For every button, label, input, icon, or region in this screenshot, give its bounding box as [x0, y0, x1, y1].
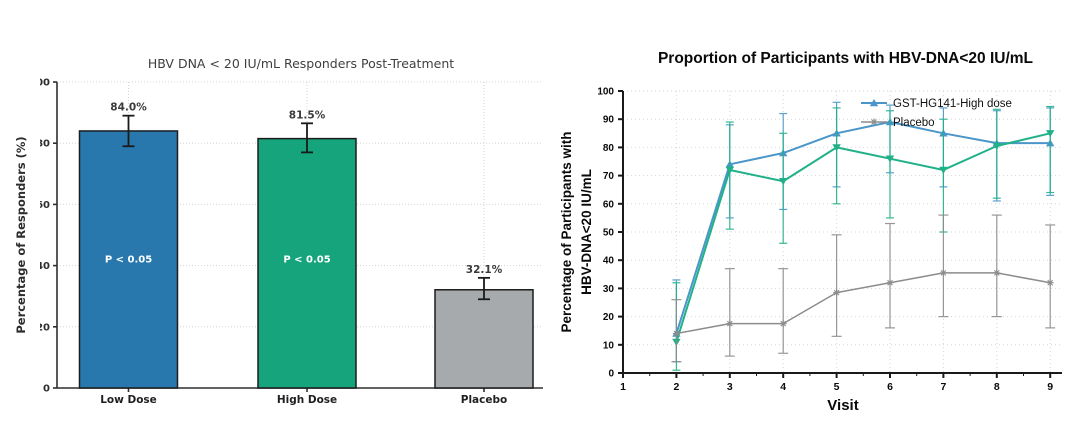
- y-tick-label: 0: [608, 369, 614, 380]
- bar-error-bar: [478, 276, 490, 301]
- marker-star: [870, 118, 878, 126]
- y-tick-label: 20: [603, 312, 615, 323]
- marker-triangle-down: [832, 144, 841, 152]
- x-tick-label: 7: [940, 381, 946, 393]
- marker-star: [779, 320, 787, 328]
- series-2-line: [676, 272, 1051, 335]
- line-chart-x-axis-label: Visit: [827, 397, 859, 414]
- marker-triangle-down: [1046, 130, 1055, 138]
- y-tick-label: 20: [40, 322, 50, 333]
- series-1-line: [675, 132, 1051, 343]
- marker-triangle-up: [869, 99, 879, 107]
- y-tick-label: 80: [40, 139, 50, 150]
- y-tick-label: 60: [40, 200, 50, 211]
- marker-star: [672, 330, 680, 338]
- x-tick-label: 1: [620, 381, 626, 393]
- y-tick-label: 10: [603, 340, 615, 351]
- marker-triangle-down: [992, 142, 1001, 150]
- bar-chart-y-axis-label: Percentage of Responders (%): [14, 136, 28, 334]
- bar-chart-plot: 0 20 40 60 80 100 84.0% P < 0.05 Low Dose 81.5% P …: [40, 78, 543, 406]
- bar-placebo: [434, 289, 534, 389]
- marker-star: [833, 289, 841, 297]
- p-value-annotation: P < 0.05: [105, 255, 152, 266]
- y-tick-label: 30: [603, 284, 615, 295]
- bar-low-dose: [78, 130, 179, 389]
- x-tick-label: 3: [727, 381, 733, 393]
- marker-triangle-down: [779, 178, 788, 186]
- line-x-minor-ticks: [649, 373, 1024, 376]
- bar-value-label: 32.1%: [466, 264, 503, 276]
- x-tick-label: 9: [1047, 381, 1053, 393]
- series-1-error-bars: [672, 105, 1055, 371]
- x-tick-label: Low Dose: [100, 394, 157, 406]
- legend-label: Placebo: [893, 117, 935, 129]
- legend: GST-HG141-High dose Placebo: [861, 98, 1012, 129]
- y-tick-label: 60: [603, 199, 615, 210]
- marker-star: [886, 279, 894, 287]
- x-tick-label: 4: [780, 381, 786, 393]
- bar-value-label: 81.5%: [289, 109, 326, 121]
- x-tick-label: 6: [887, 381, 893, 393]
- marker-triangle-down: [885, 155, 895, 163]
- x-tick-label: Placebo: [461, 394, 507, 406]
- bar-error-bar: [122, 114, 135, 148]
- y-tick-label: 0: [43, 384, 50, 395]
- bar-value-label: 84.0%: [110, 102, 147, 114]
- marker-star: [1046, 279, 1054, 287]
- bar-chart-title: HBV DNA < 20 IU/mL Responders Post-Treat…: [147, 56, 455, 71]
- x-tick-label: 5: [834, 381, 840, 393]
- x-tick-label: 2: [673, 381, 679, 393]
- y-tick-label: 50: [603, 228, 615, 239]
- marker-triangle-down: [939, 166, 948, 174]
- line-axes: [618, 90, 1062, 378]
- line-chart-title: Proportion of Participants with HBV-DNA<…: [657, 50, 1034, 67]
- series-2-error-bars: [671, 214, 1056, 363]
- line-chart-plot: 0 10 20 30 40 50 60 70 80 90 100 1 2 3 4 5 6 7 8 9 GST-HG141…: [597, 87, 1062, 393]
- y-tick-label: 100: [597, 87, 614, 98]
- x-tick-label: High Dose: [277, 394, 337, 406]
- bar-y-tick-labels: 0 20 40 60 80 100: [40, 78, 50, 395]
- y-tick-label: 40: [40, 261, 50, 272]
- marker-star: [726, 320, 734, 328]
- bar-high-dose: [257, 137, 357, 389]
- line-x-tick-labels: 1 2 3 4 5 6 7 8 9: [620, 381, 1053, 393]
- series-0-line: [675, 121, 1051, 334]
- bar-error-bar: [301, 122, 313, 154]
- y-tick-label: 70: [603, 171, 615, 182]
- y-tick-label: 80: [603, 143, 615, 154]
- p-value-annotation: P < 0.05: [283, 255, 330, 266]
- y-tick-label: 90: [603, 115, 615, 126]
- marker-star: [939, 269, 947, 277]
- x-tick-label: 8: [994, 381, 1000, 393]
- y-tick-label: 40: [603, 256, 615, 267]
- legend-label: GST-HG141-High dose: [893, 98, 1012, 110]
- marker-triangle-down: [725, 166, 734, 174]
- line-y-tick-labels: 0 10 20 30 40 50 60 70 80 90 100: [597, 87, 614, 380]
- marker-star: [993, 269, 1001, 277]
- y-tick-label: 100: [40, 78, 50, 89]
- series-2-markers: [672, 269, 1054, 338]
